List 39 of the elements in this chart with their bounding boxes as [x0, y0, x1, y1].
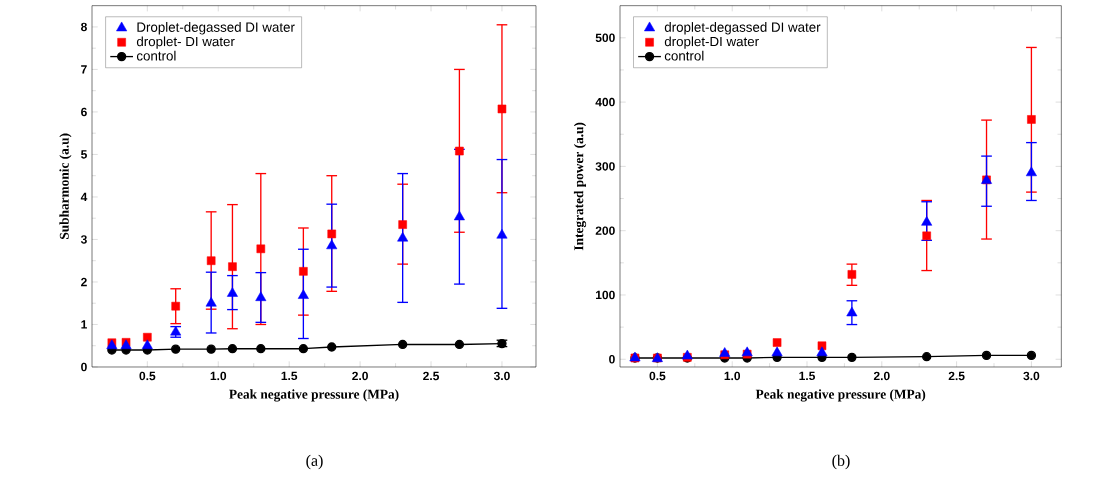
y-tick-label: 5 — [81, 150, 87, 159]
y-tick-label: 1 — [81, 320, 87, 329]
y-tick-label: 300 — [595, 162, 615, 171]
x-tick-label: 2.0 — [352, 371, 368, 381]
x-tick-label: 0.5 — [649, 371, 666, 381]
x-tick-label: 2.0 — [873, 371, 890, 381]
x-tick-label: 2.5 — [948, 371, 965, 381]
y-tick-label: 4 — [80, 192, 88, 202]
text: (a) — [306, 454, 323, 470]
x-tick-label: 3.0 — [493, 371, 510, 381]
y-tick-label: 500 — [595, 33, 615, 43]
y-tick-label: 100 — [596, 290, 615, 300]
x-tick-label: 1.5 — [281, 371, 298, 381]
x-axis-title: Peak negative pressure (MPa) — [755, 389, 926, 402]
x-axis-title: Peak negative pressure (MPa) — [229, 389, 399, 402]
y-tick-label: 0 — [81, 362, 87, 372]
legend-label: droplet-degassed DI water — [664, 22, 821, 35]
y-tick-label: 400 — [595, 97, 615, 107]
legend-label: droplet-DI water — [664, 36, 759, 49]
legend-label: droplet- DI water — [136, 36, 235, 49]
x-tick-label: 1.5 — [799, 371, 816, 381]
y-tick-label: 3 — [80, 235, 87, 244]
y-axis-title: Integrated power (a.u) — [573, 122, 587, 251]
y-tick-label: 0 — [609, 355, 615, 364]
y-tick-label: 2 — [81, 277, 87, 287]
x-tick-label: 3.0 — [1023, 371, 1040, 381]
x-tick-label: 1.0 — [210, 371, 227, 381]
y-tick-label: 200 — [595, 226, 615, 235]
y-tick-label: 6 — [81, 107, 87, 117]
y-tick-label: 7 — [81, 65, 87, 74]
x-tick-label: 2.5 — [423, 371, 440, 381]
legend-label: control — [136, 50, 176, 61]
x-tick-label: 1.0 — [724, 371, 741, 381]
y-tick-label: 8 — [81, 22, 87, 32]
y-axis-title: Subharmonic (a.u) — [59, 133, 72, 239]
text: (b) — [832, 454, 850, 470]
legend-label: Droplet-degassed DI water — [137, 22, 295, 35]
legend-label: control — [664, 50, 704, 61]
x-tick-label: 0.5 — [139, 371, 156, 381]
